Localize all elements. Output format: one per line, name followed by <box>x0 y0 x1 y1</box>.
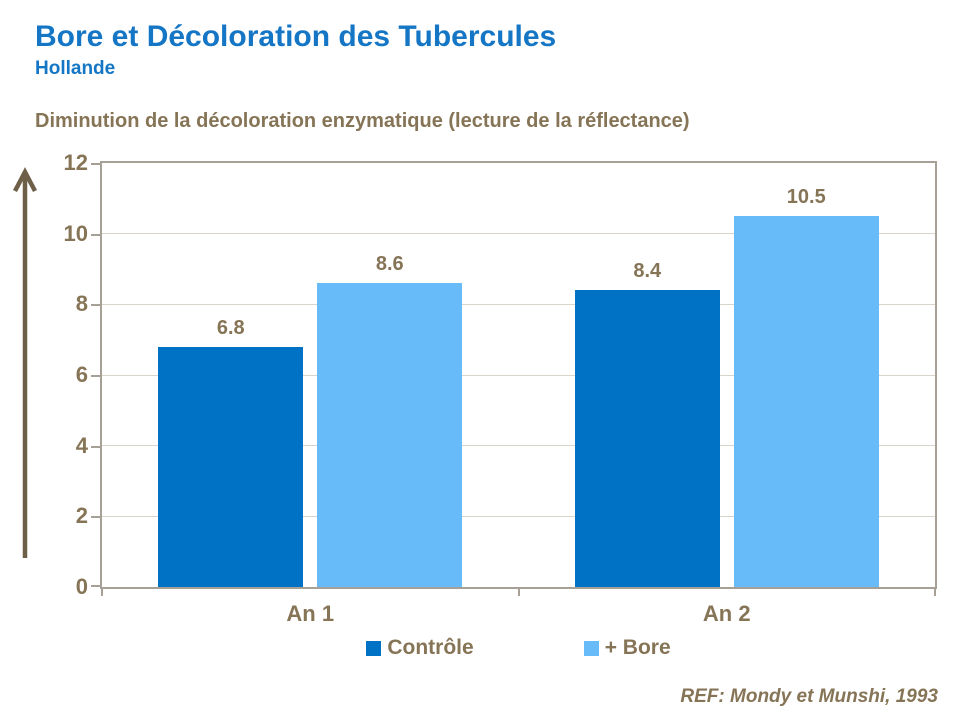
y-tick-label-0: 0 <box>75 574 88 599</box>
x-axis-tick-1 <box>517 587 520 596</box>
legend-swatch-bore <box>583 640 599 656</box>
bar-value-label-bore-1: 8.6 <box>375 253 404 276</box>
bar-contr-le-an-1 <box>158 346 304 587</box>
bar-value-label-bore-2: 10.5 <box>786 186 826 208</box>
y-axis-tick-12 <box>91 163 100 165</box>
bar-value-label-contr-le-2: 8.4 <box>633 260 662 283</box>
gridline-y-6 <box>102 374 935 376</box>
category-label-an-2: An 2 <box>702 601 751 626</box>
legend-item-contr-le: Contrôle <box>366 636 474 660</box>
y-axis-tick-2 <box>91 516 100 519</box>
y-tick-label-4: 4 <box>75 432 88 458</box>
gridline-y-4 <box>102 445 935 447</box>
legend-label-contr-le: Contrôle <box>387 636 474 659</box>
slide-title: Bore et Décoloration des Tubercules <box>35 20 557 53</box>
legend: Contrôle + Bore <box>100 636 937 660</box>
bar-bore-an-2 <box>733 216 879 587</box>
gridline-y-10 <box>102 233 935 235</box>
y-tick-label-10: 10 <box>63 220 88 246</box>
plot-area: 0 2 4 6 8 10 12 6.8 8.6 An 1 8.4 10.5 An 2 <box>64 150 937 626</box>
gridline-y-2 <box>102 515 935 517</box>
chart-heading: Diminution de la décoloration enzymatiqu… <box>35 110 690 132</box>
y-tick-label-8: 8 <box>75 291 88 317</box>
y-axis-tick-10 <box>91 233 100 236</box>
legend-label-bore: + Bore <box>604 636 671 659</box>
y-axis-tick-6 <box>91 375 100 377</box>
category-label-an-1: An 1 <box>286 601 335 626</box>
x-axis-tick-0 <box>101 587 103 596</box>
y-tick-label-2: 2 <box>75 503 88 529</box>
bar-value-label-contr-le-1: 6.8 <box>216 316 245 339</box>
y-axis-tick-8 <box>91 304 100 307</box>
y-tick-label-12: 12 <box>63 150 88 175</box>
bar-bore-an-1 <box>317 283 463 587</box>
gridline-y-8 <box>102 303 935 305</box>
bar-contr-le-an-2 <box>574 290 720 587</box>
legend-item-bore: + Bore <box>583 636 671 660</box>
y-tick-label-6: 6 <box>75 362 88 387</box>
legend-swatch-contr-le <box>366 640 382 656</box>
reference-text: REF: Mondy et Munshi, 1993 <box>680 686 938 707</box>
slide-subtitle: Hollande <box>35 58 116 79</box>
y-axis-tick-0 <box>91 585 100 587</box>
y-axis-tick-4 <box>91 445 100 448</box>
x-axis-tick-2 <box>934 587 936 596</box>
y-axis-arrow-icon <box>13 167 37 558</box>
